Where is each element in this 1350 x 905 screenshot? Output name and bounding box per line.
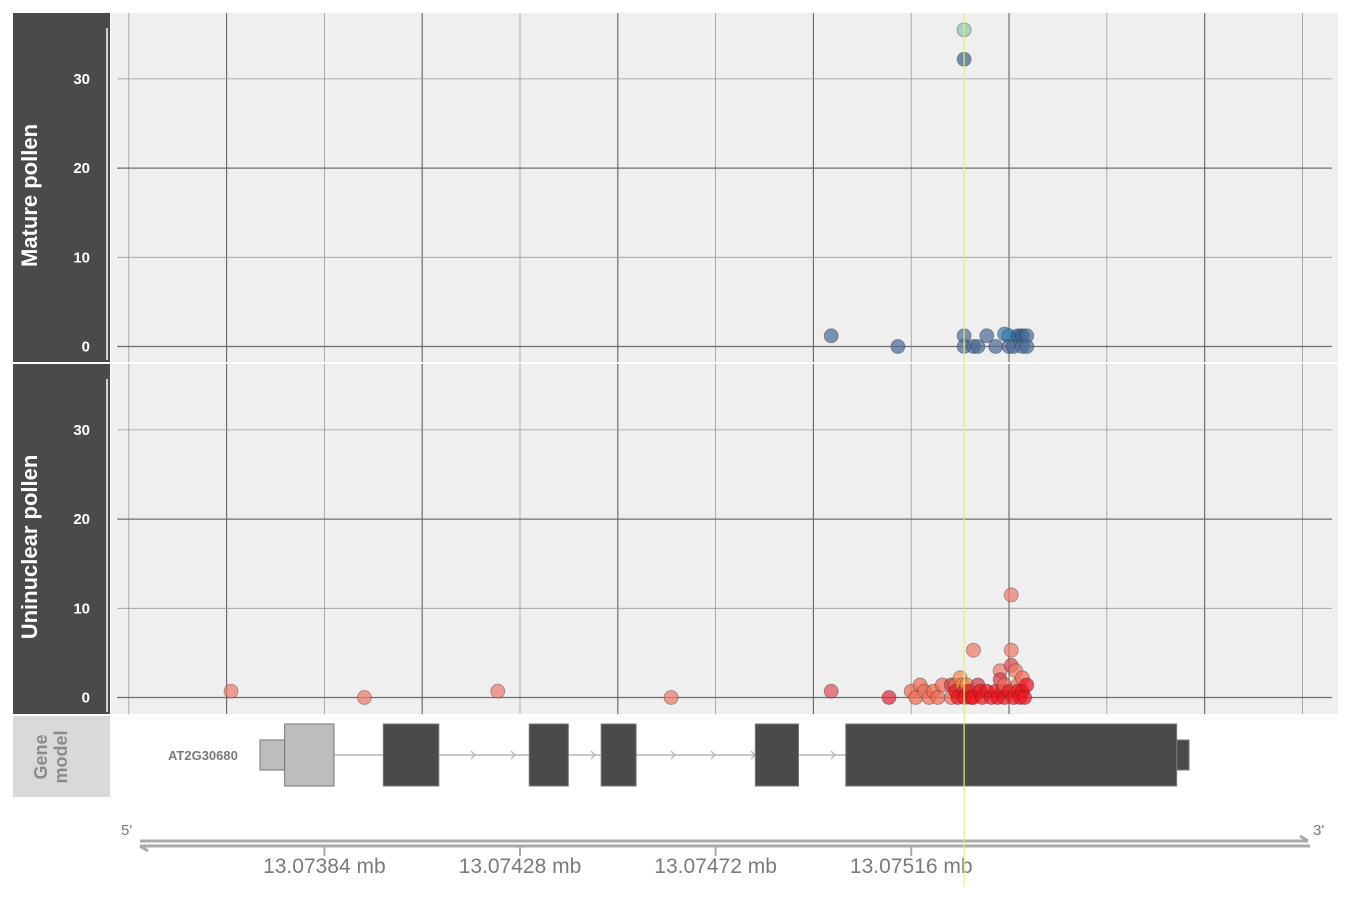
y-tick-label: 30	[73, 422, 90, 439]
genomic-axis: 5' 3' 13.07384 mb 13.07428 mb 13.07472 mb 13.…	[121, 822, 1324, 878]
utr-block	[1176, 739, 1190, 771]
y-tick-label: 10	[73, 249, 90, 266]
intron-arrow	[670, 750, 676, 760]
data-point	[970, 339, 986, 354]
exon-block	[845, 723, 1178, 787]
gene-model-track: Gene model AT2G30680	[13, 716, 1190, 797]
y-tick-label: 10	[73, 600, 90, 617]
panel-strip-label: Uninuclear pollen	[17, 455, 42, 640]
axis-double-line	[140, 839, 1310, 848]
data-point	[663, 690, 679, 705]
panel-uninuclear-pollen: Uninuclear pollen 0 10 20 30	[13, 364, 1338, 714]
exon-block	[284, 723, 335, 787]
panel-background	[111, 13, 1338, 362]
panel-strip	[13, 13, 110, 362]
exon-block	[754, 723, 799, 787]
data-point	[1019, 339, 1035, 354]
data-point	[988, 339, 1004, 354]
intron-arrow	[470, 750, 476, 760]
utr-block	[259, 739, 286, 771]
y-tick-label: 0	[82, 690, 90, 707]
data-point	[823, 328, 839, 344]
data-point	[490, 683, 506, 699]
exon-block	[528, 723, 569, 787]
data-point	[979, 328, 995, 344]
intron-arrow	[830, 750, 836, 760]
data-point	[965, 642, 981, 658]
panels-layer: Mature pollen 0 10 20 30 Uninuclear pollen 0 10…	[13, 13, 1338, 714]
x-tick-label: 13.07384 mb	[263, 855, 386, 878]
gene-model-strip-label: Gene	[31, 734, 51, 779]
data-point	[1019, 677, 1035, 693]
exon-block	[600, 723, 637, 787]
data-point	[356, 690, 372, 705]
data-point	[223, 683, 239, 699]
five-prime-label: 5'	[121, 822, 132, 839]
axis-left-arrow	[139, 844, 149, 853]
x-tick-label: 13.07472 mb	[654, 855, 777, 878]
data-point	[890, 339, 906, 354]
y-tick-label: 30	[73, 71, 90, 88]
data-point	[1017, 690, 1033, 705]
gene-model-strip-label: model	[51, 730, 71, 783]
three-prime-label: 3'	[1313, 822, 1324, 839]
y-tick-label: 20	[73, 160, 90, 177]
x-tick-label: 13.07516 mb	[850, 855, 973, 878]
data-point	[930, 690, 946, 705]
data-point	[1003, 642, 1019, 658]
data-point	[823, 683, 839, 699]
panel-strip-label: Mature pollen	[17, 124, 42, 267]
panel-strip	[13, 364, 110, 714]
panel-mature-pollen: Mature pollen 0 10 20 30	[13, 13, 1338, 362]
intron-arrow	[510, 750, 516, 760]
gene-model-strip	[13, 716, 110, 797]
data-point	[881, 690, 897, 705]
x-tick-label: 13.07428 mb	[459, 855, 582, 878]
data-point	[1003, 587, 1019, 603]
exon-block	[382, 723, 440, 787]
axis-right-arrow	[1299, 834, 1309, 843]
intron-arrow	[590, 750, 596, 760]
y-tick-label: 20	[73, 511, 90, 528]
gene-name-label: AT2G30680	[168, 748, 238, 763]
intron-arrow	[710, 750, 716, 760]
y-tick-label: 0	[82, 339, 90, 356]
panel-background	[111, 364, 1338, 714]
